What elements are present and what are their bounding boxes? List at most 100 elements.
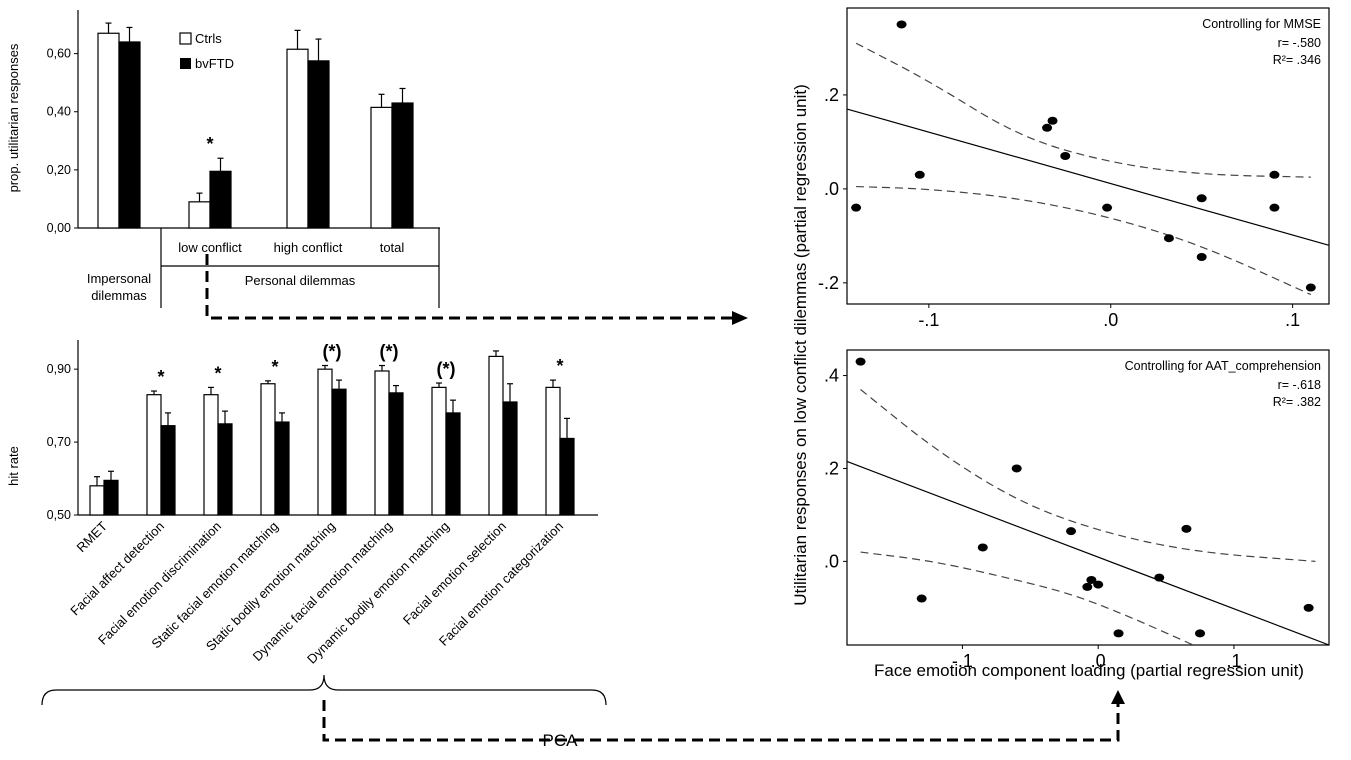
bar1-bar-bvftd: [307, 60, 330, 229]
sc2-data-point: [1066, 527, 1077, 536]
arrowhead-right: [732, 311, 748, 325]
bar2-bar-bvftd: [445, 412, 461, 516]
bar1-category-total: total: [380, 240, 405, 255]
bar2-bar-bvftd: [388, 392, 404, 516]
bar2-significance-marker: *: [214, 363, 221, 383]
sc1-data-point: [1047, 116, 1058, 125]
bar2-bar-ctrls: [260, 383, 276, 516]
sc2-x-tick-label: .1: [1226, 651, 1241, 671]
connector-arrows: [205, 254, 1125, 742]
bar2-significance-marker: *: [157, 367, 164, 387]
sc1-data-point: [1269, 203, 1280, 212]
sc2-data-point: [1181, 524, 1192, 533]
bar1-y-tick-label: 0,20: [47, 163, 71, 177]
sc1-x-tick-label: .0: [1103, 310, 1118, 330]
bar2-bar-bvftd: [502, 401, 518, 516]
bar2-bar-bvftd: [103, 479, 119, 516]
bar2-bar-ctrls: [203, 394, 219, 516]
bar1-category-table: [160, 228, 440, 308]
bar2-significance-marker: (*): [323, 342, 342, 362]
sc2-data-point: [1082, 582, 1093, 591]
sc2-r-value: r= -.618: [1278, 378, 1321, 392]
sc1-data-point: [1060, 152, 1071, 160]
bar1-plot-area: 0,00 0,20 0,40 0,60 *: [47, 10, 440, 235]
bar2-category-label: Facial affect detection: [67, 519, 167, 619]
sc2-data-point: [1093, 580, 1104, 589]
pca-bracket: [41, 674, 607, 706]
sc1-data-point: [1042, 123, 1053, 132]
sc2-regression-line: [846, 460, 1330, 646]
sc2-data-point: [977, 543, 988, 552]
bar2-bar-ctrls: [374, 370, 390, 516]
bar1-bar-ctrls: [188, 201, 211, 229]
bar1-significance-marker: *: [206, 134, 213, 154]
sc1-data-point: [1196, 194, 1207, 203]
bar-chart-utilitarian: prop. utilitarian responses 0,00 0,20 0,40…: [6, 10, 440, 308]
bar2-bar-ctrls: [431, 386, 447, 516]
sc1-ci-lower: [856, 185, 1312, 296]
bar2-bar-ctrls: [146, 394, 162, 516]
sc1-x-tick-label: -.1: [918, 310, 939, 330]
bar2-bar-bvftd: [217, 423, 233, 516]
legend-label-ctrls: Ctrls: [195, 31, 222, 46]
bar2-significance-marker: (*): [437, 359, 456, 379]
sc2-r2-value: R²= .382: [1273, 395, 1321, 409]
bar1-category-high-conflict: high conflict: [274, 240, 343, 255]
bar2-bar-bvftd: [160, 425, 176, 516]
scatter-x-axis-label: Face emotion component loading (partial …: [874, 661, 1304, 680]
sc2-ci-lower: [860, 551, 1194, 646]
sc1-data-point: [1196, 253, 1207, 262]
bar2-plot-area: 0,50 0,70 0,90 RMET * Facial affect detection…: [47, 340, 598, 667]
bar2-bar-ctrls: [89, 485, 105, 516]
legend-swatch-ctrls: [179, 32, 192, 45]
bar2-y-axis-label: hit rate: [6, 446, 21, 486]
scatter-y-axis-label: Utilitarian responses on low conflict di…: [791, 84, 810, 606]
sc2-x-tick-label: -.1: [952, 651, 973, 671]
sc1-annotation: Controlling for MMSE: [1202, 17, 1321, 31]
sc2-data-point: [855, 357, 866, 366]
bar2-significance-marker: *: [271, 357, 278, 377]
sc1-data-point: [1305, 283, 1316, 292]
bar1-legend: Ctrls bvFTD: [179, 31, 234, 71]
legend-label-bvftd: bvFTD: [195, 56, 234, 71]
scatter-aat: -.1 .0 .1 .4 .2 .0 Controlling for AAT_compreh…: [824, 349, 1330, 671]
sc1-data-point: [1269, 170, 1280, 179]
sc2-data-point: [1303, 603, 1314, 612]
sc2-data-point: [1154, 573, 1165, 582]
legend-swatch-bvftd: [180, 58, 191, 69]
sc2-y-tick-label: .2: [824, 458, 839, 478]
sc2-y-tick-label: .4: [824, 366, 839, 386]
bar1-bar-bvftd: [209, 170, 232, 229]
bar2-y-tick-label: 0,50: [47, 508, 71, 522]
sc1-data-point: [1102, 203, 1113, 212]
bar2-bar-ctrls: [545, 386, 561, 516]
sc1-regression-line: [846, 108, 1330, 246]
sc1-frame: [846, 7, 1330, 305]
bar1-bar-bvftd: [391, 102, 414, 229]
sc1-y-tick-label: .2: [824, 85, 839, 105]
sc1-y-tick-label: -.2: [818, 273, 839, 293]
bar1-bar-ctrls: [370, 106, 393, 229]
bar1-category-low-conflict: low conflict: [178, 240, 242, 255]
connector-from-pca: [322, 700, 1120, 742]
bar1-y-tick-label: 0,00: [47, 221, 71, 235]
bar1-y-tick-label: 0,40: [47, 105, 71, 119]
connector-to-top-scatter: [205, 254, 732, 320]
bar2-bar-ctrls: [488, 355, 504, 516]
sc2-y-tick-label: .0: [824, 551, 839, 571]
sc2-data-point: [916, 594, 927, 603]
bar1-group-personal: Personal dilemmas: [245, 273, 356, 288]
arrowhead-up: [1111, 690, 1125, 704]
bar2-category-label: Facial emotion categorization: [436, 519, 566, 649]
sc1-ci-upper: [855, 42, 1311, 178]
bar2-bar-bvftd: [274, 421, 290, 516]
sc2-data-point: [1113, 629, 1124, 638]
bar2-y-tick-label: 0,70: [47, 435, 71, 449]
bar2-category-label: RMET: [73, 518, 110, 555]
bar1-bar-ctrls: [286, 48, 309, 229]
sc1-data-point: [914, 170, 925, 179]
bar2-category-label: Facial emotion selection: [400, 519, 509, 628]
sc2-x-tick-label: .0: [1091, 651, 1106, 671]
sc1-x-tick-label: .1: [1285, 310, 1300, 330]
